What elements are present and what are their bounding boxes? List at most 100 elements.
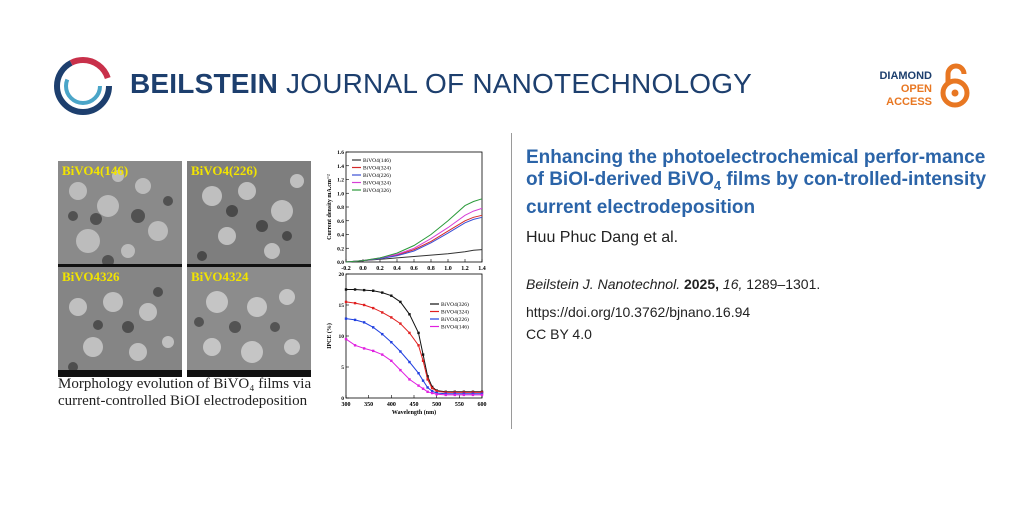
- open-access-lock-icon: [940, 63, 970, 108]
- data-point: [362, 288, 366, 292]
- y-tick-label: 15: [339, 303, 345, 309]
- x-tick-label: 500: [432, 402, 441, 408]
- citation-volume: 16,: [722, 276, 743, 292]
- data-point: [462, 393, 466, 397]
- series-line: [345, 214, 483, 263]
- y-axis-label: IPCE (%): [326, 323, 333, 349]
- y-tick-label: 20: [339, 272, 345, 278]
- data-point: [399, 350, 402, 353]
- y-tick-label: 1.6: [337, 150, 344, 156]
- data-point: [421, 353, 425, 356]
- y-tick-label: 10: [339, 334, 345, 340]
- data-point: [444, 392, 447, 395]
- plot-frame: [345, 273, 483, 399]
- x-tick-label: 0.2: [376, 266, 384, 272]
- sem-label: BiVO4324: [191, 269, 249, 284]
- data-point: [421, 387, 425, 390]
- data-point: [344, 337, 348, 341]
- y-tick-label: 0.4: [337, 233, 344, 239]
- data-point: [344, 300, 348, 304]
- series-line: [345, 216, 483, 263]
- title-part1: Enhancing the photoelectrochemical perfo…: [526, 147, 986, 190]
- x-tick-label: 0.0: [359, 266, 367, 272]
- title-subscript: 4: [713, 177, 722, 193]
- x-tick-label: -0.2: [341, 266, 351, 272]
- x-tick-label: 1.0: [444, 266, 452, 272]
- data-point: [353, 318, 357, 322]
- data-point: [480, 392, 484, 395]
- x-tick-label: 450: [410, 402, 419, 408]
- series-line: [345, 301, 482, 393]
- oa-line-diamond: DIAMOND: [879, 70, 932, 82]
- x-axis-label: Wavelength (nm): [392, 409, 436, 416]
- y-tick-label: 0: [341, 396, 344, 402]
- journal-abbrev: Beilstein J. Nanotechnol.: [526, 276, 681, 292]
- journal-title-bold: BEILSTEIN: [130, 68, 279, 99]
- data-point: [426, 386, 429, 389]
- data-point: [381, 311, 384, 314]
- data-point: [399, 322, 402, 325]
- data-point: [390, 359, 393, 362]
- data-point: [353, 344, 357, 347]
- title-part2: films by con-trolled-intensity current e…: [526, 169, 987, 218]
- sem-scale-bar: [187, 370, 311, 377]
- data-point: [421, 379, 425, 382]
- sem-texture: [187, 161, 311, 271]
- legend-label: BiVO4(324): [363, 180, 391, 187]
- license[interactable]: CC BY 4.0: [526, 326, 592, 342]
- y-tick-label: 1.0: [337, 191, 344, 197]
- data-point: [399, 368, 402, 372]
- oa-line-access: ACCESS: [886, 96, 932, 108]
- data-point: [362, 303, 366, 307]
- legend-label: BiVO4(226): [363, 172, 391, 179]
- x-tick-label: 0.8: [427, 266, 435, 272]
- data-point: [444, 393, 447, 397]
- sem-texture: [58, 161, 182, 271]
- current-density-chart: -0.2 0.0 0.2 0.4 0.6 0.8 1.0 1.2 1.40.00.20.40.6…: [327, 150, 486, 272]
- data-point: [372, 326, 375, 329]
- legend-label: BiVO4(324): [363, 165, 391, 172]
- x-tick-label: 1.4: [478, 266, 486, 272]
- legend-label: BiVO4(226): [441, 316, 469, 323]
- ipce-chart: 300 350 400 450 500 550 600 0 5 10 15 20 IPCE (%) Wav…: [326, 272, 487, 416]
- data-point: [417, 384, 420, 387]
- data-point: [390, 341, 393, 344]
- x-tick-label: 0.6: [410, 266, 418, 272]
- data-point: [435, 389, 438, 393]
- graphic-caption: Morphology evolution of BiVO₄ films via …: [58, 376, 312, 409]
- data-point: [381, 291, 384, 294]
- data-point: [426, 378, 429, 381]
- article-title[interactable]: Enhancing the photoelectrochemical perfo…: [526, 147, 996, 219]
- citation: Beilstein J. Nanotechnol. 2025, 16, 1289…: [526, 276, 820, 292]
- data-point: [408, 331, 411, 335]
- journal-title-light: JOURNAL OF NANOTECHNOLOGY: [286, 68, 753, 99]
- data-point: [430, 385, 434, 389]
- citation-year: 2025,: [683, 276, 720, 292]
- x-tick-label: 550: [455, 402, 464, 408]
- journal-title[interactable]: BEILSTEIN JOURNAL OF NANOTECHNOLOGY: [130, 68, 752, 100]
- data-point: [353, 288, 357, 291]
- data-point: [480, 391, 484, 394]
- y-tick-label: 0.0: [337, 260, 344, 266]
- data-point: [462, 392, 466, 395]
- data-point: [408, 360, 411, 364]
- sem-texture: [58, 267, 182, 377]
- open-access-label: DIAMOND OPEN ACCESS: [868, 70, 932, 109]
- legend-label: BiVO4(326): [441, 301, 469, 308]
- y-tick-label: 0.8: [337, 205, 344, 211]
- legend-label: BiVO4(324): [441, 309, 469, 316]
- data-point: [462, 391, 466, 394]
- sem-image-324: BiVO4324: [187, 267, 311, 377]
- data-point: [453, 393, 456, 397]
- series-line: [345, 198, 483, 263]
- data-point: [471, 393, 475, 397]
- data-point: [435, 391, 438, 395]
- data-point: [430, 386, 434, 390]
- data-point: [390, 316, 393, 319]
- doi-link[interactable]: https://doi.org/10.3762/bjnano.16.94: [526, 304, 751, 320]
- data-point: [453, 391, 456, 394]
- sem-image-146: BiVO4(146): [58, 161, 182, 271]
- data-point: [430, 391, 434, 395]
- data-point: [399, 300, 402, 304]
- sem-scale-bar: [58, 370, 182, 377]
